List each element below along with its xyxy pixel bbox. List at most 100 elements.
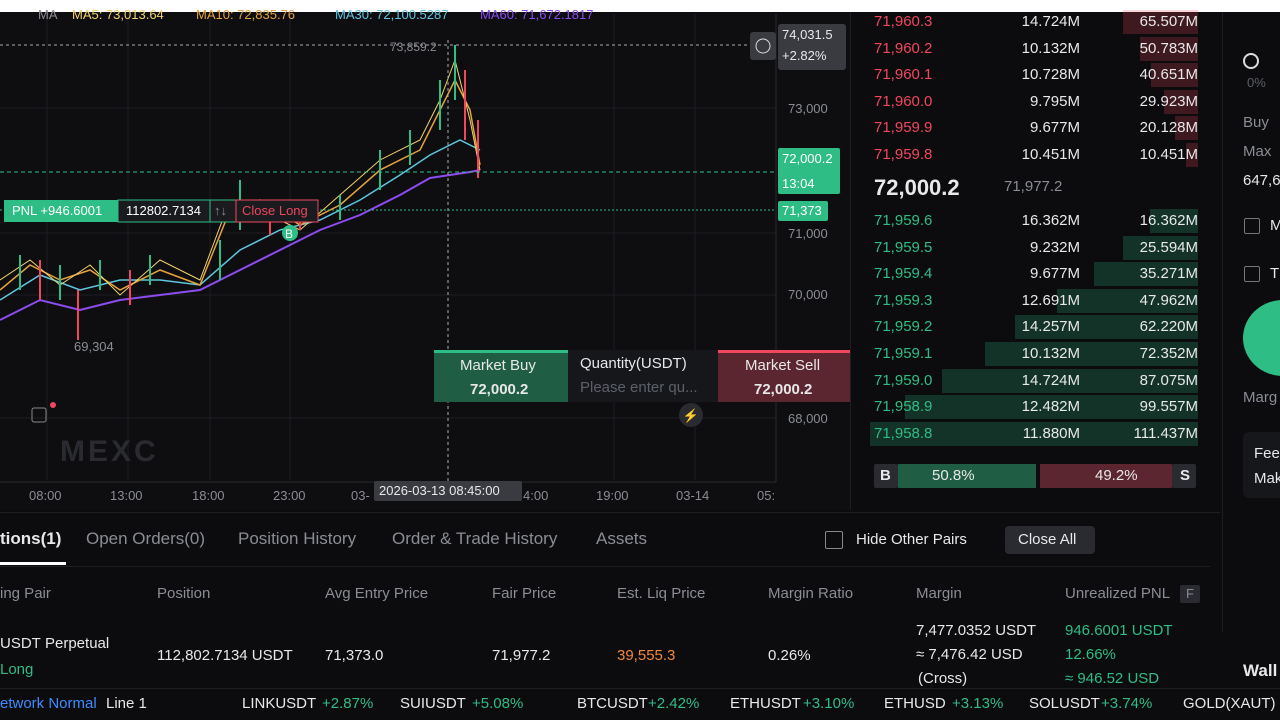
column-header: Margin: [916, 585, 962, 602]
buy-ratio-bar: [898, 464, 1036, 488]
buy-label: Buy: [1243, 114, 1269, 131]
book-size: 9.232M: [1029, 238, 1080, 256]
ma60-line: [0, 169, 481, 321]
ticker-symbol[interactable]: ETHUSDT: [730, 695, 801, 712]
market-sell-price: 72,000.2: [754, 381, 813, 398]
svg-text:⚡: ⚡: [683, 408, 699, 424]
column-header: Avg Entry Price: [325, 585, 429, 602]
book-total: 35.271M: [1139, 265, 1198, 283]
fair-price: 71,977.2: [1004, 178, 1063, 195]
ticker-symbol[interactable]: SOLUSDT: [1029, 695, 1100, 712]
book-price: 71,959.1: [874, 345, 933, 362]
depth-bar: [1139, 36, 1198, 61]
book-total: 16.362M: [1139, 212, 1198, 229]
buy-label: B: [880, 467, 891, 484]
low-label: 69,304: [74, 339, 114, 354]
last-price-box: [778, 148, 840, 194]
reverse-button: ↑↓: [214, 203, 227, 218]
max-amount: 647,6: [1243, 172, 1280, 189]
ticker-symbol[interactable]: SUIUSDT: [400, 695, 466, 712]
crosshair-change: +2.82%: [782, 48, 827, 63]
buy-marker: B: [285, 227, 294, 241]
margin-ratio: 0.26%: [768, 647, 811, 664]
market-sell-button[interactable]: [718, 352, 850, 402]
sell-ratio-bar: [1040, 464, 1172, 488]
order-book: [850, 12, 1221, 510]
book-price: 71,959.4: [874, 265, 933, 283]
book-total: 10.451M: [1139, 146, 1198, 163]
tab[interactable]: Open Orders(0): [86, 529, 206, 548]
book-size: 16.362M: [1021, 212, 1080, 229]
tab[interactable]: Order & Trade History: [392, 529, 558, 548]
ticker-change: +3.10%: [803, 695, 855, 712]
book-total: 40.651M: [1139, 66, 1198, 84]
depth-bar: [1056, 288, 1198, 313]
margin-usd: ≈ 7,476.42 USD: [916, 646, 1023, 663]
book-price: 71,959.8: [874, 146, 933, 163]
depth-bar: [1123, 10, 1198, 34]
line-select[interactable]: Line 1: [106, 695, 147, 712]
last-price: 72,000.2: [782, 151, 833, 166]
fee-label: Fee: [1254, 445, 1280, 462]
time-axis-label: 08:00: [29, 488, 62, 503]
tab[interactable]: Position History: [238, 529, 357, 548]
ticker-symbol[interactable]: ETHUSD: [884, 695, 946, 712]
book-total: 65.507M: [1139, 13, 1198, 30]
book-total: 99.557M: [1139, 398, 1198, 416]
hide-pairs-label: Hide Other Pairs: [856, 531, 967, 548]
column-header: Position: [157, 585, 211, 602]
book-price: 71,960.0: [874, 92, 933, 110]
time-axis-label: 13:00: [110, 488, 143, 503]
tab[interactable]: Assets: [596, 529, 648, 548]
crosshair-time-box: [374, 481, 522, 501]
book-total: 29.923M: [1139, 92, 1198, 110]
book-price: 71,958.8: [874, 424, 933, 442]
book-price: 71,959.6: [874, 212, 933, 229]
pnl-box: [4, 200, 118, 222]
book-total: 62.220M: [1139, 318, 1198, 336]
entry-price: 71,373: [782, 203, 822, 218]
depth-bar: [1094, 262, 1198, 287]
option-t: T: [1270, 265, 1280, 282]
tab[interactable]: tions(1): [0, 529, 62, 548]
book-size: 14.724M: [1021, 13, 1080, 30]
depth-bar: [985, 342, 1198, 366]
watermark: MEXC: [60, 435, 159, 468]
quantity-input[interactable]: Please enter qu...: [580, 379, 698, 396]
ticker-symbol: GOLD(XAUT): [1183, 695, 1276, 712]
column-header: Margin Ratio: [768, 585, 854, 602]
ma10-value: MA10: 72,835.76: [196, 7, 296, 22]
book-size: 11.880M: [1022, 424, 1080, 442]
market-buy-button[interactable]: [434, 352, 568, 402]
hide-pairs-checkbox[interactable]: [825, 531, 843, 549]
entry-price-box: [778, 201, 828, 221]
network-status: etwork Normal: [0, 695, 97, 712]
book-size: 10.728M: [1021, 66, 1080, 84]
time-axis-label: 18:00: [192, 488, 225, 503]
price-axis-label: 73,000: [788, 101, 828, 116]
column-header: Est. Liq Price: [617, 585, 706, 602]
close-all-button[interactable]: [1005, 526, 1095, 554]
ticker-change: +2.42%: [648, 695, 700, 712]
market-buy-price: 72,000.2: [470, 381, 529, 398]
book-size: 10.451M: [1021, 146, 1080, 163]
book-total: 72.352M: [1139, 345, 1198, 362]
ma5-line: [0, 58, 481, 296]
depth-bar: [1186, 143, 1198, 167]
high-label: 73,859.2: [390, 40, 437, 54]
book-price: 71,959.5: [874, 238, 933, 256]
close-all-label: Close All: [1018, 531, 1077, 548]
ticker-symbol[interactable]: BTCUSDT: [577, 695, 648, 712]
book-total: 25.594M: [1139, 238, 1198, 256]
pnl-pct: 12.66%: [1065, 646, 1116, 663]
price-axis-label: 71,000: [788, 226, 828, 241]
ticker-symbol[interactable]: LINKUSDT: [242, 695, 317, 712]
close-long-button[interactable]: Close Long: [242, 203, 308, 218]
book-size: 12.691M: [1021, 291, 1080, 309]
book-size: 9.677M: [1029, 119, 1080, 137]
crosshair-time: 2026-03-13 08:45:00: [379, 483, 500, 498]
depth-bar: [870, 421, 1198, 446]
column-header: Fair Price: [492, 585, 557, 602]
book-total: 20.128M: [1139, 119, 1198, 137]
